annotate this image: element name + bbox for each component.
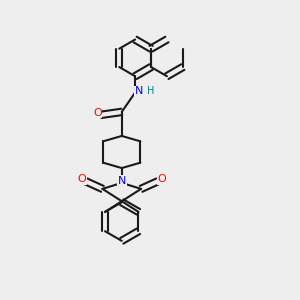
Text: H: H [147, 86, 154, 96]
Text: N: N [134, 86, 143, 96]
Text: O: O [77, 174, 86, 184]
Text: O: O [93, 108, 102, 118]
Text: O: O [158, 174, 166, 184]
Text: N: N [118, 176, 126, 186]
